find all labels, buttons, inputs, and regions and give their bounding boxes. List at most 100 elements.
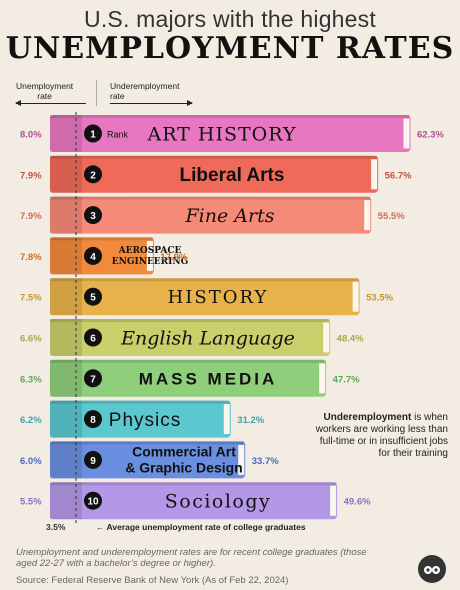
book-spine <box>50 115 82 152</box>
category-label: English Language <box>120 327 295 349</box>
average-value-label: 3.5% <box>46 522 66 532</box>
note-bold: Underemployment <box>323 412 412 423</box>
rank-number: 4 <box>90 252 96 263</box>
category-label: HISTORY <box>168 287 269 308</box>
left-arrow-icon <box>15 100 86 106</box>
unemployment-value-label: 7.9% <box>20 211 42 222</box>
publisher-logo-icon <box>418 555 446 583</box>
underemployment-value-label: 56.7% <box>385 170 412 181</box>
book-top-edge <box>50 482 337 486</box>
rank-circle <box>84 491 102 510</box>
category-label: Liberal Arts <box>180 165 285 186</box>
rank-circle <box>84 246 102 265</box>
average-label-text: Average unemployment rate of college gra… <box>106 522 306 532</box>
book-spine <box>50 482 82 520</box>
underemployment-value-label: 62.3% <box>417 130 444 141</box>
unemployment-value-label: 7.9% <box>20 170 42 181</box>
book-top-edge <box>50 237 154 241</box>
category-label: Fine Arts <box>185 205 275 227</box>
book-pages <box>363 199 372 232</box>
rank-number: 2 <box>90 170 96 181</box>
rank-number: 10 <box>87 497 99 508</box>
book-spine <box>50 278 82 316</box>
underemployment-value-label: 31.2% <box>237 415 264 426</box>
unemployment-value-label: 6.3% <box>20 374 42 385</box>
book-pages <box>351 280 360 313</box>
book-pages <box>237 443 246 476</box>
category-label: AEROSPACE <box>118 246 182 256</box>
book-pages <box>329 484 338 517</box>
underemployment-value-label: 48.4% <box>337 334 364 345</box>
rank-circle <box>84 287 102 306</box>
book-top-edge <box>50 400 231 404</box>
book-top-edge <box>50 278 360 282</box>
book-top-edge <box>50 359 326 363</box>
rank-number: 9 <box>90 456 96 467</box>
book-pages <box>145 239 154 272</box>
book-spine <box>50 155 82 193</box>
books-bar-chart: 1 Rank ART HISTORY 8.0% 62.3% 2 Liberal Arts 7.… <box>20 112 444 525</box>
note-text: is when workers are working less than fu… <box>315 412 448 459</box>
rank-circle <box>84 369 102 388</box>
book-bar <box>50 319 330 356</box>
book-spine <box>50 359 82 397</box>
chart-title-line1: U.S. majors with the highest <box>84 6 376 32</box>
book-top-edge <box>50 115 410 118</box>
rank-label: Rank <box>107 130 129 140</box>
rank-number: 8 <box>90 415 96 426</box>
book-bar <box>50 278 360 316</box>
rank-circle <box>84 328 102 347</box>
unemployment-value-label: 6.6% <box>20 334 42 345</box>
book-spine <box>50 237 82 275</box>
book-top-edge <box>50 155 378 159</box>
book-pages <box>222 403 231 436</box>
rank-circle <box>84 206 102 225</box>
rank-number: 6 <box>90 334 96 345</box>
unemployment-value-label: 5.5% <box>20 497 42 508</box>
rank-number: 5 <box>90 293 96 304</box>
unemployment-column-header: Unemployment rate <box>16 81 74 101</box>
unemployment-value-label: 8.0% <box>20 130 42 141</box>
book-top-edge <box>50 196 371 200</box>
book-spine <box>50 196 82 234</box>
unemployment-value-label: 7.5% <box>20 293 42 304</box>
category-label: MASS MEDIA <box>139 369 278 388</box>
right-arrow-icon <box>110 100 193 106</box>
book-pages <box>402 117 411 150</box>
underemployment-value-label: 47.7% <box>333 374 360 385</box>
rank-number: 1 <box>90 130 96 141</box>
underemployment-value-label: 49.6% <box>344 497 371 508</box>
rank-circle <box>84 450 102 469</box>
rank-number: 3 <box>90 211 96 222</box>
book-bar <box>50 441 245 479</box>
rank-circle <box>84 124 102 143</box>
rank-number: 7 <box>90 374 96 385</box>
chart-title-line2: UNEMPLOYMENT RATES <box>5 31 455 66</box>
header-divider <box>96 80 97 106</box>
book-bar <box>50 155 378 193</box>
category-label: Sociology <box>165 491 272 513</box>
underemployment-column-header: Underemployment rate <box>110 81 180 101</box>
category-label: Physics <box>109 410 181 431</box>
underemployment-value-label: 53.5% <box>366 293 393 304</box>
rank-circle <box>84 410 102 429</box>
book-bar <box>50 482 337 520</box>
book-pages <box>322 321 331 354</box>
book-spine <box>50 441 82 479</box>
category-label: ENGINEERING <box>112 257 189 267</box>
book-pages <box>370 158 379 191</box>
book-bar <box>50 400 231 438</box>
unemployment-value-label: 6.2% <box>20 415 42 426</box>
unemployment-value-label: 6.0% <box>20 456 42 467</box>
book-bar <box>50 359 326 397</box>
category-label: ART HISTORY <box>146 123 296 145</box>
underemployment-value-label: 17.9% <box>160 252 187 263</box>
book-top-edge <box>50 319 330 322</box>
category-label: Commercial Art <box>132 444 236 460</box>
footnote: Unemployment and underemployment rates a… <box>16 547 367 569</box>
unemployment-value-label: 7.8% <box>20 252 42 263</box>
average-label: ← Average unemployment rate of college g… <box>96 522 306 532</box>
book-pages <box>318 362 327 395</box>
underemployment-value-label: 55.5% <box>378 211 405 222</box>
underemployment-note: Underemployment is when workers are work… <box>306 412 448 460</box>
